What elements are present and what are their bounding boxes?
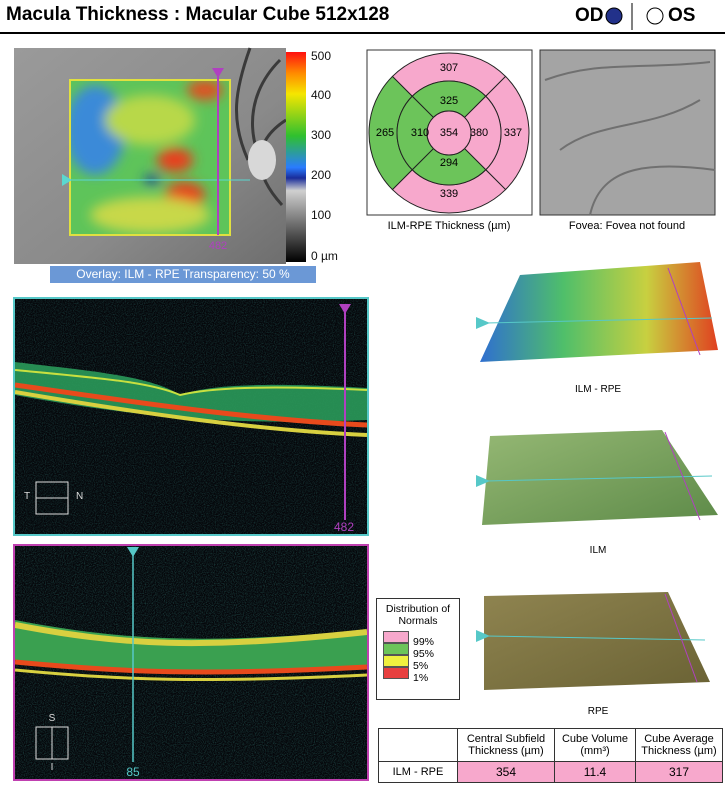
bscan-horizontal-layers <box>15 299 367 534</box>
etdrs-center: 354 <box>439 127 459 139</box>
column-header: Cube Average Thickness (µm) <box>635 728 723 762</box>
legend-swatch <box>383 655 409 667</box>
scan-marker <box>62 174 72 186</box>
legend-level: 1% <box>413 672 429 684</box>
rpe-layer <box>15 659 367 675</box>
surface-scan-line <box>485 317 713 324</box>
orientation-top: S <box>48 713 56 724</box>
legend-level: 95% <box>413 648 435 660</box>
table-cell: 354 <box>457 761 555 783</box>
surface-label: ILM - RPE <box>574 384 622 395</box>
optic-disc <box>248 140 276 180</box>
surface-scan-line <box>485 635 706 641</box>
surface-label: RPE <box>587 706 609 717</box>
table-row: ILM - RPE 354 11.4 317 <box>378 761 723 783</box>
heatmap-blob <box>105 95 195 145</box>
etdrs-caption: ILM-RPE Thickness (µm) <box>387 220 511 232</box>
surface-scan-line <box>664 593 698 683</box>
thickness-heatmap <box>70 80 230 235</box>
heatmap-blob <box>157 148 193 172</box>
surface-ilm <box>482 430 718 525</box>
etdrs-center-zone <box>426 110 472 156</box>
bscan-vertical-layers <box>15 546 367 779</box>
legend-swatch <box>383 643 409 655</box>
bscan-position-marker <box>339 304 351 314</box>
summary-table: Central Subfield Thickness (µm) Cube Vol… <box>378 728 723 783</box>
etdrs-inner-inferior: 294 <box>439 157 459 169</box>
od-selected <box>605 7 623 25</box>
scale-label: 100 <box>311 208 332 222</box>
scale-label: 500 <box>311 49 332 63</box>
normals-legend: Distribution of Normals 99% 95% 5% 1% <box>376 598 460 700</box>
heatmap-blob <box>187 80 223 100</box>
legend-level: 5% <box>413 660 429 672</box>
table-cell: 317 <box>635 761 723 783</box>
etdrs-outer-temporal: 265 <box>375 127 395 139</box>
legend-swatch <box>383 631 409 643</box>
bscan-position-marker <box>127 547 139 557</box>
os-label: OS <box>668 5 696 26</box>
surface-scan-line <box>485 475 713 482</box>
etdrs-outer-superior: 307 <box>439 62 459 74</box>
column-header: Central Subfield Thickness (µm) <box>457 728 555 762</box>
rpe-layer <box>15 382 367 428</box>
surface-ilm-rpe <box>480 262 718 362</box>
scale-label: 400 <box>311 88 332 102</box>
table-corner <box>378 728 458 762</box>
table-cell: 11.4 <box>554 761 636 783</box>
scale-label: 300 <box>311 128 332 142</box>
fovea-image <box>539 49 716 216</box>
orientation-left: T <box>24 491 31 502</box>
report-title: Macula Thickness : Macular Cube 512x128 <box>6 4 390 25</box>
bscan-position: 85 <box>126 765 140 779</box>
scale-label: 200 <box>311 168 332 182</box>
etdrs-inner-superior: 325 <box>439 95 459 107</box>
etdrs-inner-temporal: 310 <box>410 127 430 139</box>
surface-marker <box>476 475 490 487</box>
surface-scan-line <box>664 431 701 521</box>
choroid-layer <box>15 668 367 682</box>
scan-marker <box>212 68 224 78</box>
surface-marker <box>476 317 490 329</box>
column-header: Cube Volume (mm³) <box>554 728 636 762</box>
orientation-bottom: I <box>50 762 54 773</box>
row-header: ILM - RPE <box>378 761 458 783</box>
od-label: OD <box>575 5 604 26</box>
overlay-bar: Overlay: ILM - RPE Transparency: 50 % <box>50 266 316 283</box>
legend-swatch <box>383 667 409 679</box>
etdrs-inner-nasal: 380 <box>469 127 489 139</box>
surface-scan-line <box>667 267 701 356</box>
scan-area <box>69 79 231 236</box>
heatmap-blob <box>90 197 210 233</box>
etdrs-outer-nasal: 337 <box>503 127 523 139</box>
surface-marker <box>476 630 490 642</box>
ilm-layer <box>15 622 367 647</box>
table-header: Central Subfield Thickness (µm) Cube Vol… <box>378 728 723 762</box>
etdrs-outer-inferior: 339 <box>439 188 459 200</box>
legend-level: 99% <box>413 636 435 648</box>
choroid-layer <box>15 390 367 437</box>
scan-position: 482 <box>208 240 228 252</box>
os-unselected <box>646 7 664 25</box>
fovea-caption: Fovea: Fovea not found <box>568 220 686 232</box>
bscan-position: 482 <box>333 520 355 534</box>
ilm-layer <box>15 369 367 397</box>
fovea-vessels <box>544 61 716 216</box>
surface-rpe <box>484 592 710 690</box>
color-scale <box>286 52 306 262</box>
scale-label: 0 µm <box>311 249 338 263</box>
orientation-right: N <box>76 491 84 502</box>
legend-title: Distribution of Normals <box>385 603 451 627</box>
surface-label: ILM <box>589 545 607 556</box>
etdrs-grid <box>368 52 530 214</box>
